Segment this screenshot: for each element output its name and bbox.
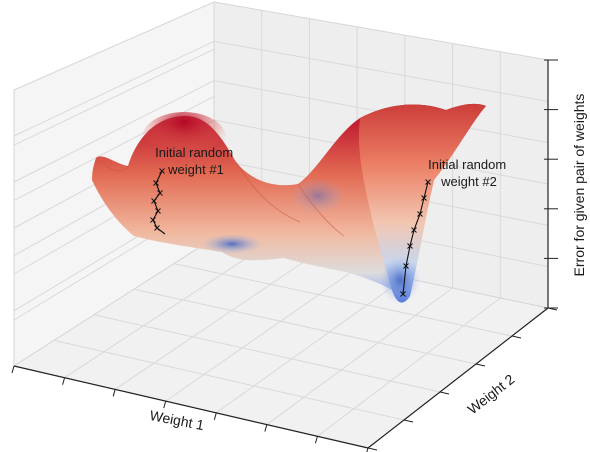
floor-gridline <box>266 287 453 425</box>
descent-step-marker <box>157 190 163 196</box>
floor-gridline <box>215 277 406 414</box>
side-gridline <box>13 48 215 146</box>
descent-step-marker <box>151 198 157 204</box>
x-tick <box>163 401 167 409</box>
y-tick <box>403 419 414 423</box>
x-tick <box>264 424 268 432</box>
annotation-weight-1: Initial random weight #1 <box>155 145 237 177</box>
descent-step-marker <box>407 243 413 249</box>
descent-step-marker <box>150 217 156 223</box>
descent-step-marker <box>159 168 165 174</box>
x-axis-line <box>13 365 369 449</box>
valley-middle <box>290 178 346 214</box>
x-tick <box>62 377 66 385</box>
y-tick <box>439 391 450 395</box>
y-tick <box>367 447 378 451</box>
x-tick <box>366 447 369 452</box>
floor-gridline <box>165 267 358 402</box>
valley-right <box>380 256 420 304</box>
z-axis-label: Error for given pair of weights <box>571 94 587 277</box>
floor-gridline <box>317 297 501 437</box>
descent-step-marker <box>153 180 159 186</box>
x-tick <box>11 365 15 374</box>
floor-gridline <box>64 247 262 379</box>
floor-gridline <box>53 339 405 421</box>
y-axis-label: Weight 2 <box>464 371 517 418</box>
descent-step-marker <box>403 263 409 269</box>
valley-left <box>202 234 262 254</box>
axis-spines <box>13 60 549 449</box>
side-gridline <box>13 40 215 137</box>
x-tick <box>213 412 217 420</box>
floor-gridline <box>133 288 477 365</box>
axis-ticks <box>11 59 558 452</box>
floor-gridline <box>173 263 513 337</box>
descent-step-marker <box>411 227 417 233</box>
descent-paths <box>150 168 431 297</box>
descent-step-marker <box>425 179 431 185</box>
floor-gridline <box>114 257 310 390</box>
descent-step-marker <box>155 208 161 214</box>
back-gridline <box>213 40 549 102</box>
x-tick <box>314 436 318 444</box>
side-gridline <box>13 80 215 183</box>
y-tick <box>475 363 486 367</box>
peak-highlight <box>142 112 226 164</box>
annotation-weight-2: Initial random weight #2 <box>428 157 510 189</box>
y-axis-line <box>367 307 549 449</box>
floor-gridline <box>93 314 441 393</box>
descent-step-marker <box>417 211 423 217</box>
descent-step-marker <box>421 195 427 201</box>
x-axis-label: Weight 1 <box>148 407 205 433</box>
x-tick <box>112 389 116 397</box>
y-tick <box>511 335 522 339</box>
descent-step-marker <box>154 225 160 231</box>
surface-ridge-fold <box>95 157 345 237</box>
gridlines <box>13 10 549 437</box>
descent-step-marker <box>400 291 406 297</box>
